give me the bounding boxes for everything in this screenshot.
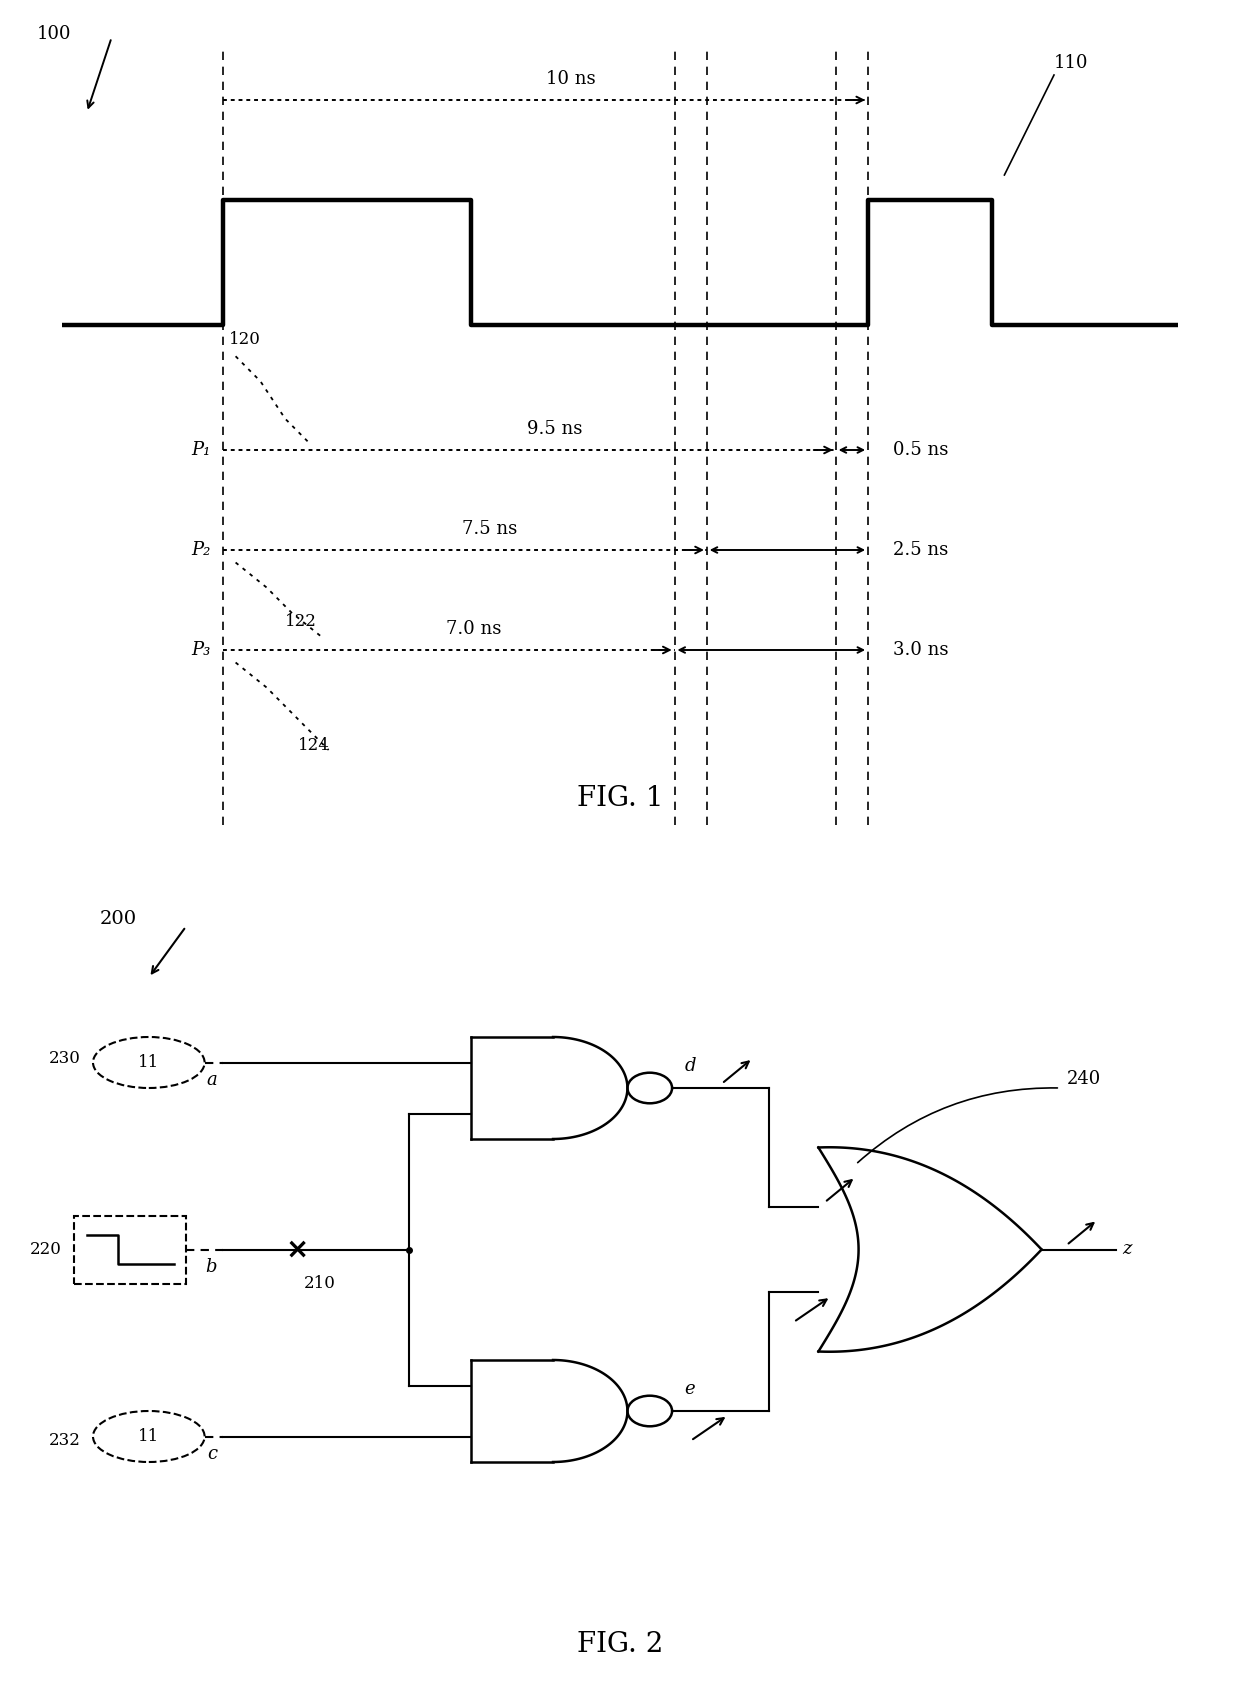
Text: 7.5 ns: 7.5 ns <box>463 520 517 537</box>
Text: a: a <box>206 1071 217 1090</box>
Text: P₃: P₃ <box>191 641 211 660</box>
Text: 220: 220 <box>30 1241 62 1258</box>
Ellipse shape <box>93 1037 205 1088</box>
Text: 124: 124 <box>298 738 330 755</box>
Text: FIG. 2: FIG. 2 <box>577 1630 663 1658</box>
FancyBboxPatch shape <box>74 1216 186 1284</box>
Text: P₂: P₂ <box>191 541 211 559</box>
Text: ×: × <box>286 1236 309 1263</box>
Text: 10 ns: 10 ns <box>546 70 595 87</box>
Ellipse shape <box>93 1411 205 1462</box>
Text: 0.5 ns: 0.5 ns <box>893 440 949 459</box>
Text: 9.5 ns: 9.5 ns <box>527 420 582 437</box>
Text: d: d <box>684 1057 696 1076</box>
Text: e: e <box>684 1380 696 1397</box>
Text: 120: 120 <box>229 332 262 348</box>
Text: 2.5 ns: 2.5 ns <box>893 541 949 559</box>
Text: 11: 11 <box>138 1054 160 1071</box>
Text: c: c <box>207 1445 217 1464</box>
Text: 230: 230 <box>48 1051 81 1068</box>
Text: FIG. 1: FIG. 1 <box>577 785 663 813</box>
Text: z: z <box>1122 1241 1132 1258</box>
Text: 7.0 ns: 7.0 ns <box>446 619 501 638</box>
Text: 200: 200 <box>99 910 136 928</box>
Text: 3.0 ns: 3.0 ns <box>893 641 949 660</box>
Text: 11: 11 <box>138 1428 160 1445</box>
Text: 122: 122 <box>285 612 317 629</box>
Text: 100: 100 <box>37 26 72 42</box>
Text: 232: 232 <box>48 1431 81 1448</box>
Text: b: b <box>206 1258 217 1277</box>
Text: 210: 210 <box>304 1275 336 1292</box>
Text: P₁: P₁ <box>191 440 211 459</box>
Text: 110: 110 <box>1054 53 1089 71</box>
Text: 240: 240 <box>1066 1071 1101 1088</box>
